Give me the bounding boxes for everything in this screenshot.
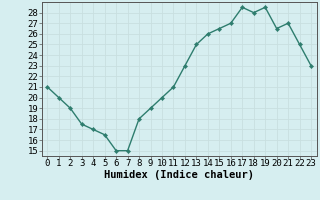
X-axis label: Humidex (Indice chaleur): Humidex (Indice chaleur) [104, 170, 254, 180]
